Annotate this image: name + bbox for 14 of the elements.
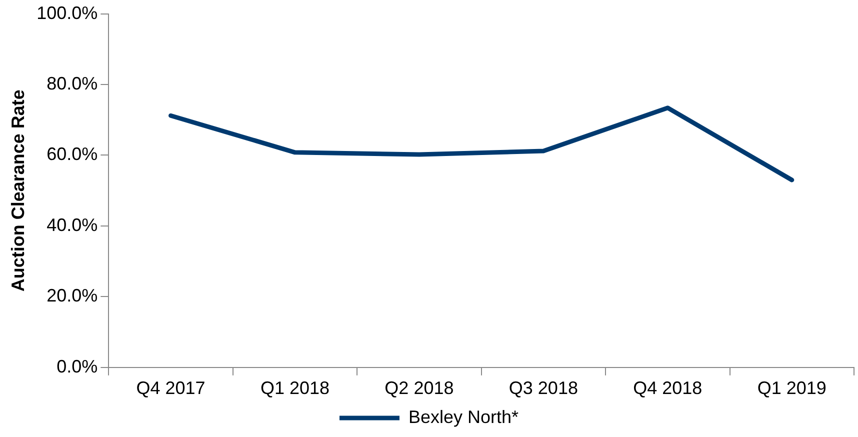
y-tick-label: 40.0%: [46, 214, 98, 235]
x-tick-label: Q4 2017: [136, 378, 206, 398]
y-tick-label: 80.0%: [46, 73, 98, 94]
x-tick-label: Q1 2019: [757, 378, 826, 398]
y-tick-label: 100.0%: [36, 2, 98, 23]
y-tick-label: 0.0%: [56, 356, 98, 376]
x-tick-label: Q3 2018: [508, 378, 578, 398]
y-tick-label: 20.0%: [46, 286, 98, 306]
x-tick-label: Q4 2018: [633, 378, 702, 398]
y-tick-label: 60.0%: [46, 144, 98, 164]
legend-label: Bexley North*: [408, 406, 519, 427]
y-axis-title: Auction Clearance Rate: [8, 90, 28, 292]
x-tick-label: Q2 2018: [384, 378, 454, 398]
x-tick-label: Q1 2018: [260, 378, 330, 398]
